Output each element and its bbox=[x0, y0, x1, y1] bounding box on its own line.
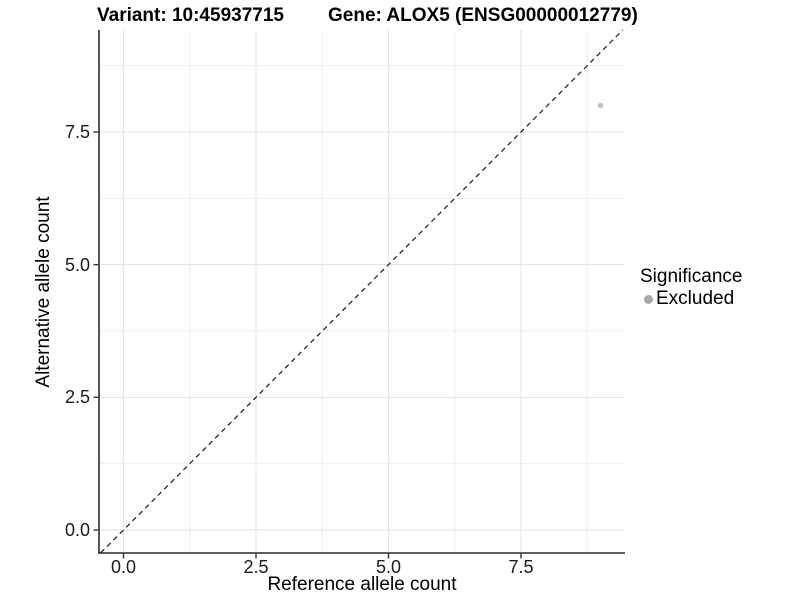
x-tick-label: 2.5 bbox=[243, 557, 269, 577]
legend-items: Excluded bbox=[640, 288, 742, 310]
legend-point-icon bbox=[643, 294, 653, 304]
x-tick-label: 7.5 bbox=[508, 557, 534, 577]
x-tick-label: 0.0 bbox=[110, 557, 137, 577]
plot-title-variant: Variant: 10:45937715 bbox=[97, 5, 284, 26]
y-tick-label: 0.0 bbox=[64, 520, 90, 540]
plot-title-gene: Gene: ALOX5 (ENSG00000012779) bbox=[328, 5, 638, 26]
y-axis-title: Alternative allele count bbox=[33, 196, 54, 388]
legend: Significance Excluded bbox=[640, 266, 742, 310]
y-tick-label: 7.5 bbox=[64, 121, 90, 142]
x-tick-label: 5.0 bbox=[375, 557, 402, 577]
identity-line bbox=[100, 29, 624, 554]
y-tick-label: 5.0 bbox=[64, 254, 90, 275]
legend-item: Excluded bbox=[640, 288, 742, 310]
y-tick-label: 2.5 bbox=[64, 387, 90, 408]
x-axis-title: Reference allele count bbox=[267, 574, 457, 595]
legend-item-label: Excluded bbox=[656, 288, 735, 309]
legend-key bbox=[640, 291, 656, 307]
legend-title: Significance bbox=[640, 266, 743, 287]
data-point bbox=[597, 102, 604, 109]
